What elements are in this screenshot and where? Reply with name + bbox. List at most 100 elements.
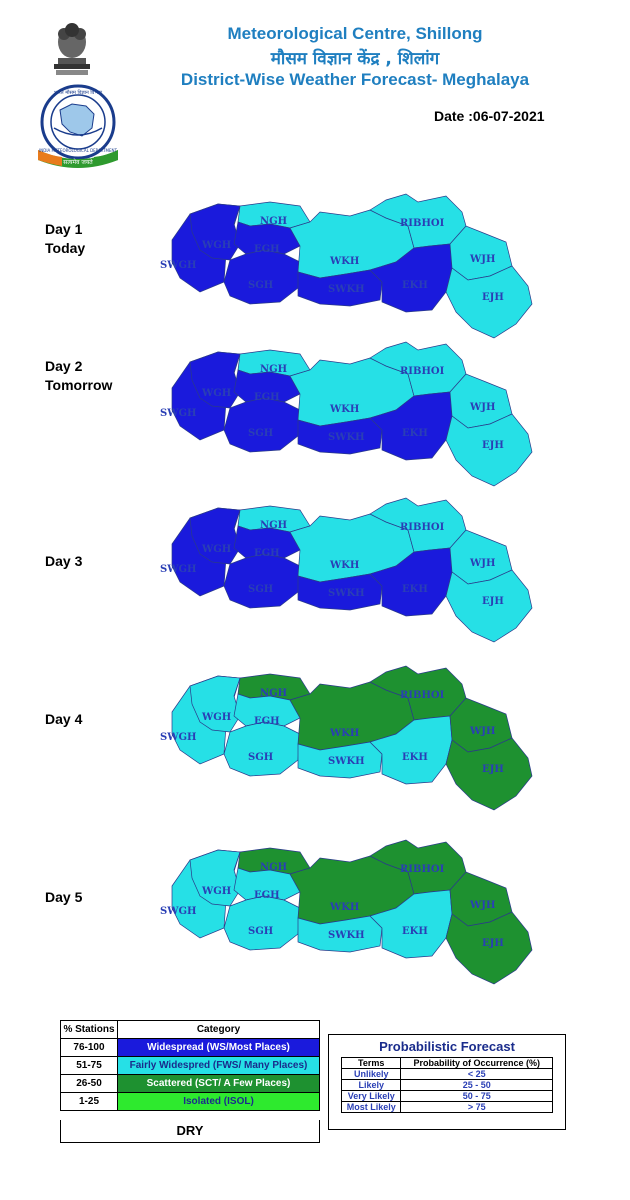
day-label-title: Day 3: [45, 553, 83, 569]
district-label-ejh: EJH: [482, 764, 504, 775]
district-wgh: [189, 849, 241, 907]
legend-col-category: Category: [117, 1020, 320, 1039]
district-label-ribhoi: RIBHOI: [400, 366, 445, 377]
district-label-swgh: SWGH: [160, 732, 196, 743]
district-label-ngh: NGH: [260, 688, 287, 699]
prob-term: Very Likely: [340, 1090, 402, 1102]
legend-category-isol: Isolated (ISOL): [117, 1092, 320, 1111]
date-value: 06-07-2021: [472, 108, 545, 124]
district-map-day-5: SWGH WGH NGH EGH SGH WKH SWKH RIBHOI EKH WJH EJH: [160, 839, 533, 985]
district-label-ngh: NGH: [260, 216, 287, 227]
prob-col-occurrence: Probability of Occurrence (%): [400, 1057, 553, 1069]
imd-logo-icon: सत्यमेव जयते भारत मौसम विज्ञान विभाग IND…: [38, 84, 118, 168]
legend-row: 26-50 Scattered (SCT/ A Few Places): [60, 1074, 320, 1093]
legend-category-ws: Widespread (WS/Most Places): [117, 1038, 320, 1057]
district-label-ejh: EJH: [482, 292, 504, 303]
day-label-title: Day 4: [45, 711, 83, 727]
probabilistic-terms: Terms Probability of Occurrence (%) Unli…: [340, 1057, 553, 1113]
day-label-title: Day 5: [45, 889, 83, 905]
district-label-ngh: NGH: [260, 862, 287, 873]
district-label-ekh: EKH: [402, 752, 428, 763]
district-label-swkh: SWKH: [328, 432, 365, 443]
district-label-egh: EGH: [254, 890, 280, 901]
probabilistic-forecast-table: Probabilistic Forecast Terms Probability…: [328, 1034, 566, 1130]
prob-row: Likely 25 - 50: [340, 1079, 553, 1091]
category-legend: % Stations Category 76-100 Widespread (WS…: [60, 1020, 320, 1111]
district-label-sgh: SGH: [248, 280, 273, 291]
header-subtitle: District-Wise Weather Forecast- Meghalay…: [180, 70, 530, 89]
legend-header-row: % Stations Category: [60, 1020, 320, 1039]
legend-row: 76-100 Widespread (WS/Most Places): [60, 1038, 320, 1057]
district-label-wgh: WGH: [201, 544, 231, 555]
prob-row: Very Likely 50 - 75: [340, 1090, 553, 1102]
district-egh: [233, 369, 301, 403]
district-label-swkh: SWKH: [328, 284, 365, 295]
legend-category-sct: Scattered (SCT/ A Few Places): [117, 1074, 320, 1093]
legend-category-fws: Fairly Widespred (FWS/ Many Places): [117, 1056, 320, 1075]
district-label-ribhoi: RIBHOI: [400, 218, 445, 229]
prob-row: Most Likely > 75: [340, 1101, 553, 1113]
prob-value: < 25: [400, 1068, 553, 1080]
legend-row: 51-75 Fairly Widespred (FWS/ Many Places): [60, 1056, 320, 1075]
district-label-ejh: EJH: [482, 938, 504, 949]
forecast-date: Date :06-07-2021: [434, 108, 545, 124]
district-label-wjh: WJH: [469, 558, 495, 569]
district-label-wgh: WGH: [201, 886, 231, 897]
district-swkh: [297, 417, 383, 455]
prob-term: Most Likely: [340, 1101, 402, 1113]
header-title-hindi: मौसम विज्ञान केंद्र , शिलांग: [270, 49, 440, 69]
district-ejh: [445, 737, 533, 811]
district-label-ekh: EKH: [402, 280, 428, 291]
prob-row: Unlikely < 25: [340, 1068, 553, 1080]
district-label-ribhoi: RIBHOI: [400, 864, 445, 875]
district-label-ejh: EJH: [482, 596, 504, 607]
district-label-wjh: WJH: [469, 900, 495, 911]
district-label-ribhoi: RIBHOI: [400, 522, 445, 533]
probabilistic-title: Probabilistic Forecast: [379, 1039, 515, 1054]
district-wgh: [189, 507, 241, 565]
district-label-sgh: SGH: [248, 428, 273, 439]
district-label-egh: EGH: [254, 392, 280, 403]
district-label-wjh: WJH: [469, 402, 495, 413]
legend-pct: 26-50: [60, 1074, 118, 1093]
district-ejh: [445, 265, 533, 339]
district-label-sgh: SGH: [248, 752, 273, 763]
prob-term: Likely: [340, 1079, 402, 1091]
day-label-1: Day 1 Today: [45, 220, 85, 258]
district-label-swgh: SWGH: [160, 260, 196, 271]
day-label-2: Day 2 Tomorrow: [45, 357, 112, 395]
district-sgh: [223, 895, 301, 951]
logo-english-text: INDIA METEOROLOGICAL DEPARTMENT: [39, 148, 117, 153]
district-ejh: [445, 911, 533, 985]
day-label-sub: Tomorrow: [45, 377, 113, 393]
district-label-swkh: SWKH: [328, 930, 365, 941]
day-label-title: Day 2: [45, 358, 83, 374]
district-wgh: [189, 675, 241, 733]
district-label-wjh: WJH: [469, 726, 495, 737]
district-label-wgh: WGH: [201, 240, 231, 251]
district-sgh: [223, 397, 301, 453]
district-label-wkh: WKH: [329, 728, 359, 739]
district-label-swkh: SWKH: [328, 756, 365, 767]
district-sgh: [223, 249, 301, 305]
prob-value: 25 - 50: [400, 1079, 553, 1091]
prob-value: > 75: [400, 1101, 553, 1113]
logo-hindi-text: भारत मौसम विज्ञान विभाग: [54, 89, 102, 96]
day-label-title: Day 1: [45, 221, 83, 237]
prob-header-row: Terms Probability of Occurrence (%): [340, 1057, 553, 1069]
district-ejh: [445, 569, 533, 643]
prob-term: Unlikely: [340, 1068, 402, 1080]
district-label-ekh: EKH: [402, 584, 428, 595]
legend-pct: 76-100: [60, 1038, 118, 1057]
district-swkh: [297, 915, 383, 953]
logo-ribbon-text: सत्यमेव जयते: [63, 158, 93, 166]
district-swkh: [297, 741, 383, 779]
district-label-ribhoi: RIBHOI: [400, 690, 445, 701]
district-map-day-3: SWGH WGH NGH EGH SGH WKH SWKH RIBHOI EKH WJH EJH: [160, 497, 533, 643]
district-sgh: [223, 721, 301, 777]
day-label-4: Day 4: [45, 710, 82, 729]
district-label-wkh: WKH: [329, 256, 359, 267]
district-label-swgh: SWGH: [160, 564, 196, 575]
district-egh: [233, 221, 301, 255]
district-label-wgh: WGH: [201, 712, 231, 723]
